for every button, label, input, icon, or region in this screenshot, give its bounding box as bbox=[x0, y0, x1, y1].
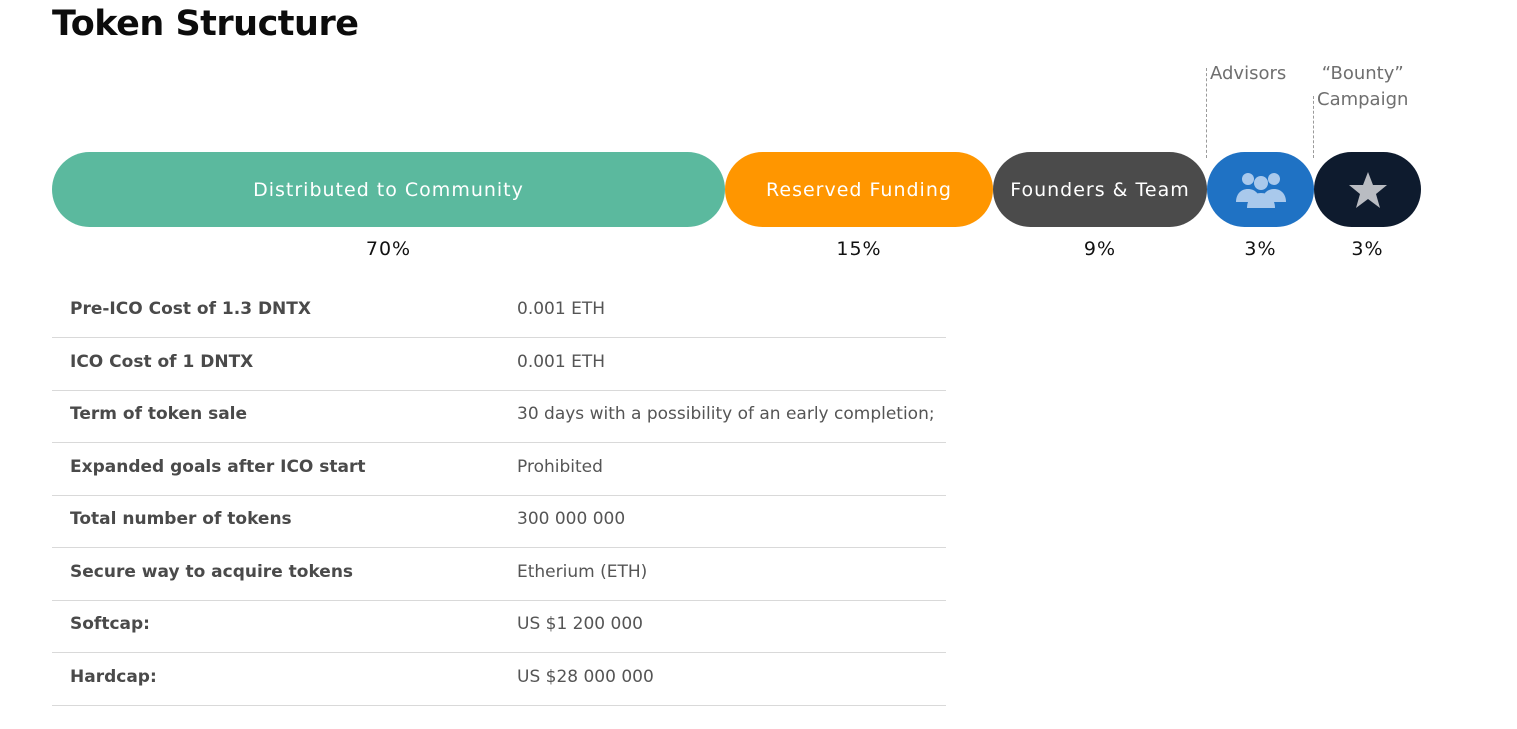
spec-value: 0.001 ETH bbox=[517, 299, 605, 319]
spec-row: Total number of tokens 300 000 000 bbox=[52, 496, 946, 548]
segment-reserved-funding: Reserved Funding bbox=[725, 152, 993, 227]
spec-row: Pre-ICO Cost of 1.3 DNTX 0.001 ETH bbox=[52, 286, 946, 338]
spec-value: 300 000 000 bbox=[517, 509, 626, 529]
spec-value: US $1 200 000 bbox=[517, 614, 643, 634]
spec-label: Term of token sale bbox=[70, 404, 248, 424]
spec-value: 0.001 ETH bbox=[517, 351, 605, 372]
segment-label: Founders & Team bbox=[1010, 178, 1190, 201]
star-icon bbox=[1348, 171, 1387, 208]
spec-value: 30 days with a possibility of an early c… bbox=[517, 404, 935, 424]
percentage-label: 3% bbox=[1351, 238, 1384, 260]
bounty-callout-line bbox=[1313, 96, 1314, 158]
percentage-label: 15% bbox=[836, 238, 882, 260]
spec-label: ICO Cost of 1 DNTX bbox=[70, 351, 254, 372]
token-specs-table: Pre-ICO Cost of 1.3 DNTX 0.001 ETH ICO Cos… bbox=[52, 286, 946, 706]
spec-row: Term of token sale 30 days with a possibi… bbox=[52, 391, 946, 443]
spec-row: Expanded goals after ICO start Prohibited bbox=[52, 443, 946, 496]
spec-label: Pre-ICO Cost of 1.3 DNTX bbox=[70, 299, 311, 319]
segment-label: Reserved Funding bbox=[766, 178, 952, 201]
advisors-callout-line bbox=[1206, 68, 1207, 158]
users-group-icon bbox=[1235, 172, 1286, 208]
segment-distributed-to-community: Distributed to Community bbox=[52, 152, 725, 227]
spec-label: Softcap: bbox=[70, 614, 150, 634]
percentage-label: 9% bbox=[1083, 238, 1117, 260]
spec-value: Etherium (ETH) bbox=[517, 561, 648, 582]
segment-bounty-campaign bbox=[1314, 152, 1421, 227]
segment-advisors bbox=[1207, 152, 1314, 227]
spec-row: ICO Cost of 1 DNTX 0.001 ETH bbox=[52, 338, 946, 391]
bounty-callout-label: “Bounty” Campaign bbox=[1317, 63, 1409, 110]
advisors-callout-label: Advisors bbox=[1210, 63, 1287, 84]
spec-row: Hardcap: US $28 000 000 bbox=[52, 653, 946, 706]
spec-label: Hardcap: bbox=[70, 666, 157, 687]
page-title: Token Structure bbox=[52, 4, 359, 44]
segment-founders-team: Founders & Team bbox=[993, 152, 1207, 227]
spec-value: Prohibited bbox=[517, 456, 603, 477]
segment-label: Distributed to Community bbox=[253, 178, 524, 201]
spec-row: Softcap: US $1 200 000 bbox=[52, 601, 946, 653]
percentage-label: 3% bbox=[1244, 238, 1277, 260]
spec-row: Secure way to acquire tokens Etherium (ET… bbox=[52, 548, 946, 601]
spec-label: Expanded goals after ICO start bbox=[70, 456, 366, 477]
spec-label: Total number of tokens bbox=[70, 509, 292, 529]
spec-value: US $28 000 000 bbox=[517, 666, 654, 687]
percentage-label: 70% bbox=[365, 238, 412, 260]
token-distribution-bar: Distributed to Community Reserved Funding… bbox=[52, 152, 1421, 227]
spec-label: Secure way to acquire tokens bbox=[70, 561, 354, 582]
